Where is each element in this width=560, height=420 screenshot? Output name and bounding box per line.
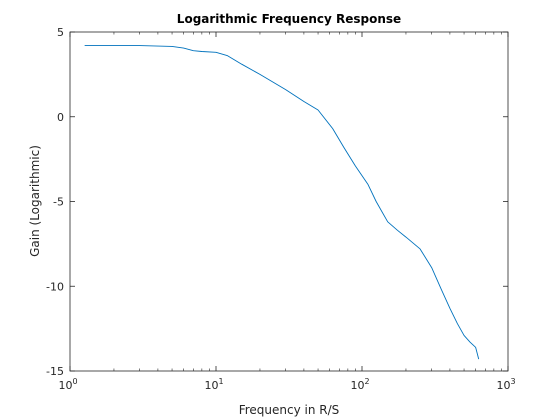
chart-title: Logarithmic Frequency Response [177,12,401,26]
x-tick-label: 103 [496,377,515,392]
y-tick-label: -5 [53,196,64,209]
y-tick-label: -15 [46,365,64,378]
y-tick-label: 0 [57,111,64,124]
x-axis-label: Frequency in R/S [239,403,340,417]
y-tick-label: -10 [46,280,64,293]
x-tick-label: 100 [58,377,77,392]
axis-ticks [69,31,509,372]
y-axis-label: Gain (Logarithmic) [28,145,42,257]
x-tick-label: 101 [204,377,223,392]
x-tick-label: 102 [350,377,369,392]
tick-labels: 100 101 102 103 5 0 -5 -10 -15 [46,26,516,392]
axes-background [70,32,508,371]
series-line-0 [84,45,480,360]
y-tick-label: 5 [57,26,64,39]
plot-area [69,31,509,372]
